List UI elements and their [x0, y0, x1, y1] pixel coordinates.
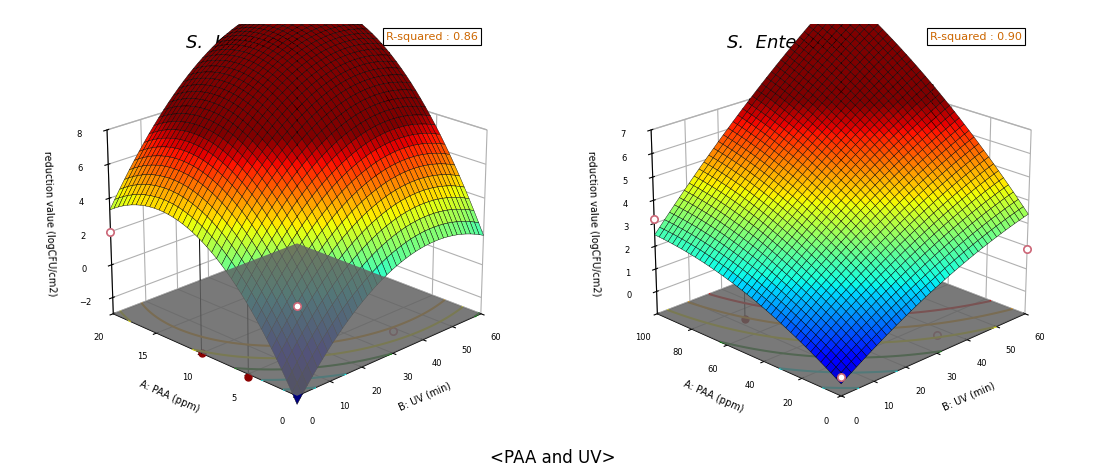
Title: S.  Kentucky: S. Kentucky [187, 34, 298, 52]
Text: <PAA and UV>: <PAA and UV> [490, 449, 615, 467]
Title: S.  Enteritidis: S. Enteritidis [726, 34, 846, 52]
X-axis label: B: UV (min): B: UV (min) [941, 380, 997, 413]
Text: R-squared : 0.90: R-squared : 0.90 [930, 32, 1022, 42]
X-axis label: B: UV (min): B: UV (min) [397, 380, 452, 413]
Text: R-squared : 0.86: R-squared : 0.86 [386, 32, 477, 42]
Y-axis label: A: PAA (ppm): A: PAA (ppm) [138, 379, 201, 414]
Y-axis label: A: PAA (ppm): A: PAA (ppm) [682, 379, 745, 414]
